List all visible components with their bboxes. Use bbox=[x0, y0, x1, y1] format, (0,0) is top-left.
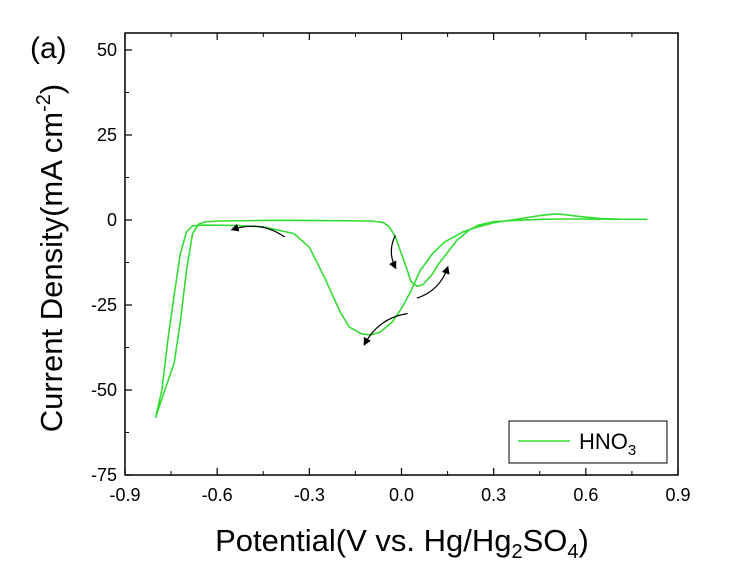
y-axis-title: Current Density(mA cm-2) bbox=[33, 84, 69, 433]
x-tick-label: 0.0 bbox=[389, 485, 414, 505]
y-tick-label: 25 bbox=[97, 125, 117, 145]
y-axis: 50 25 0 -25 -50 -75 bbox=[91, 40, 132, 485]
x-tick-label: -0.6 bbox=[202, 485, 233, 505]
annotation-arrow bbox=[416, 265, 450, 299]
annotation-arrow bbox=[389, 235, 397, 270]
series-layer bbox=[154, 213, 648, 419]
x-tick-label: 0.6 bbox=[573, 485, 598, 505]
x-axis: -0.9 -0.6 -0.3 0.0 0.3 0.6 0.9 bbox=[109, 33, 691, 505]
annotation-arrows bbox=[230, 223, 450, 346]
series-line bbox=[154, 213, 648, 419]
legend-box bbox=[508, 420, 668, 464]
y-tick-label: -50 bbox=[91, 380, 117, 400]
y-tick-label: 0 bbox=[107, 210, 117, 230]
y-tick-label: 50 bbox=[97, 40, 117, 60]
x-axis-title: Potential(V vs. Hg/Hg2SO4) bbox=[215, 523, 589, 563]
annotation-arrow bbox=[363, 312, 408, 346]
y-tick-label: -75 bbox=[91, 465, 117, 485]
annotation-arrow bbox=[230, 223, 286, 238]
panel-label: (a) bbox=[30, 32, 67, 65]
legend: HNO3 bbox=[508, 420, 668, 464]
legend-label: HNO3 bbox=[579, 429, 636, 459]
x-tick-label: -0.9 bbox=[109, 485, 140, 505]
y-tick-label: -25 bbox=[91, 295, 117, 315]
x-tick-label: 0.9 bbox=[665, 485, 690, 505]
x-tick-label: -0.3 bbox=[294, 485, 325, 505]
x-tick-label: 0.3 bbox=[481, 485, 506, 505]
